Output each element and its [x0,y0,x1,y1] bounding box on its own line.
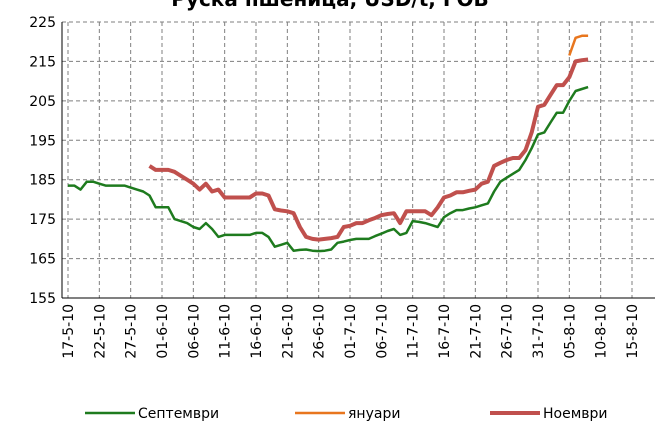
series-line [148,57,589,242]
x-tick-label: 16-6-10 [249,304,265,359]
x-tick-label: 27-5-10 [124,304,140,359]
x-tick-label: 21-7-10 [468,304,484,359]
x-tick-label: 17-5-10 [61,304,77,359]
x-tick-label: 16-7-10 [437,304,453,359]
y-tick-label: 195 [29,133,56,149]
x-tick-label: 21-6-10 [280,304,296,359]
y-tick-label: 215 [29,54,56,70]
x-tick-label: 26-6-10 [312,304,328,359]
legend-label: Септември [138,406,219,422]
legend-label: Ноември [543,406,608,422]
x-tick-label: 11-6-10 [218,304,234,359]
series-line [68,85,589,253]
x-tick-label: 11-7-10 [406,304,422,359]
y-tick-label: 225 [29,15,56,31]
y-tick-label: 205 [29,94,56,110]
chart-title: Руска пшеница, USD/t, FOB [171,0,489,11]
x-tick-label: 31-7-10 [531,304,547,359]
y-tick-label: 155 [29,291,56,307]
x-tick-label: 01-6-10 [155,304,171,359]
x-tick-label: 01-7-10 [343,304,359,359]
series-line [568,34,589,56]
x-tick-label: 06-7-10 [374,304,390,359]
x-tick-label: 22-5-10 [92,304,108,359]
y-tick-label: 175 [29,212,56,228]
x-tick-label: 15-8-10 [625,304,641,359]
legend-label: януари [348,406,400,422]
x-tick-label: 06-6-10 [186,304,202,359]
y-tick-label: 165 [29,252,56,268]
y-tick-label: 185 [29,173,56,189]
x-tick-label: 05-8-10 [562,304,578,359]
x-tick-label: 10-8-10 [594,304,610,359]
x-tick-label: 26-7-10 [500,304,516,359]
